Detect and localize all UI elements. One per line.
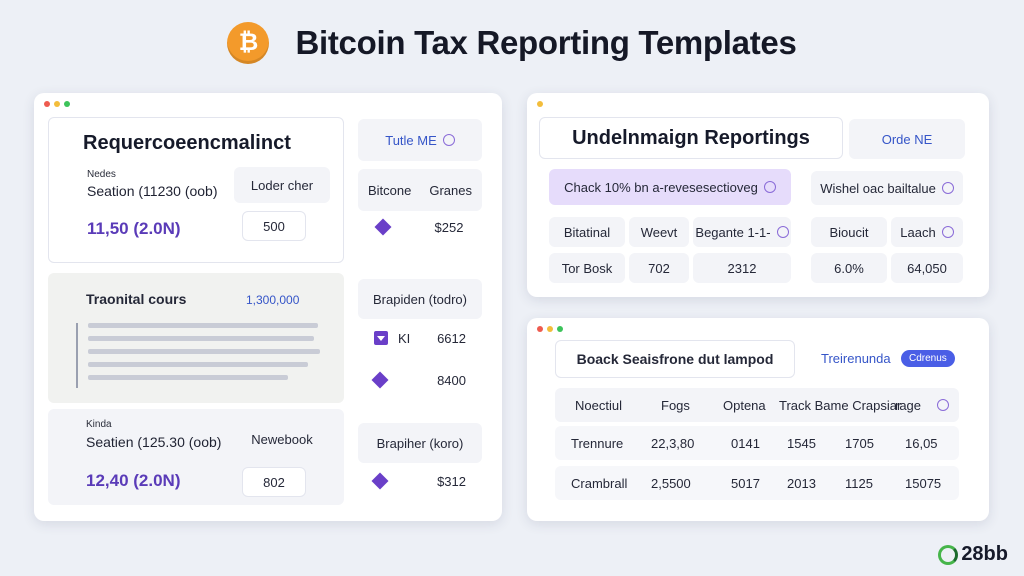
status-badge[interactable]: Cdrenus [901, 350, 955, 367]
header-cell-0: Bitatinal [549, 217, 625, 247]
minimize-dot[interactable] [54, 101, 60, 107]
middle-panel: Traonital cours 1,300,000 [48, 273, 344, 403]
tab-tutle-me[interactable]: Tutle ME [358, 119, 482, 161]
bitcone-row: Bitcone Granes [358, 169, 482, 211]
row-cell-3: 6.0% [811, 253, 887, 283]
info-icon [941, 182, 954, 194]
loader-label-cell: Loder cher [234, 167, 330, 203]
tab-treirenunda[interactable]: Treirenunda [821, 350, 891, 366]
header-cell-3: Bioucit [811, 217, 887, 247]
newbook-value-input[interactable]: 802 [242, 467, 306, 497]
brand-mark-icon [938, 544, 959, 565]
section-label: Seation (11230 (oob) [87, 183, 218, 199]
table-row[interactable]: Crambrall 2,5500 5017 2013 1125 15075 [555, 466, 959, 500]
row-cell-0: Tor Bosk [549, 253, 625, 283]
tab-orde-ne[interactable]: Orde NE [849, 119, 965, 159]
panel-title: Requercoeencmalinct [83, 132, 291, 154]
row-cell-2: 2312 [693, 253, 791, 283]
check-row[interactable]: Chack 10% bn a-revesesectioveg [549, 169, 791, 205]
check-icon [763, 181, 776, 193]
window-controls [537, 326, 563, 332]
bitcoin-logo-icon: ₿ [227, 22, 270, 64]
brapiden-cell[interactable]: Brapiden (todro) [358, 279, 482, 319]
header-cell-4: Laach [891, 217, 963, 247]
top-right-window: Undelnmaign Reportings Orde NE Chack 10%… [527, 93, 989, 297]
title-box: Boack Seaisfrone dut lampod [555, 340, 795, 378]
newbook-label-cell: Newebook [234, 421, 330, 457]
page-header: ₿ Bitcoin Tax Reporting Templates [0, 18, 1024, 68]
header-cell-1: Weevt [629, 217, 689, 247]
sort-icon[interactable] [941, 226, 954, 238]
minimize-dot[interactable] [547, 326, 553, 332]
close-dot[interactable] [537, 326, 543, 332]
maximize-dot[interactable] [64, 101, 70, 107]
tab-icon [442, 134, 455, 146]
minimize-dot[interactable] [537, 101, 543, 107]
row-cell-1: 702 [629, 253, 689, 283]
section-label: Seatien (125.30 (oob) [86, 434, 222, 450]
middle-amount: 1,300,000 [246, 293, 300, 307]
bottom-right-window: Boack Seaisfrone dut lampod Treirenunda … [527, 318, 989, 521]
window-title: Undelnmaign Reportings [572, 126, 810, 149]
ki-row: KI 6612 [358, 319, 482, 357]
value-row: $252 [358, 207, 482, 247]
title-box: Undelnmaign Reportings [539, 117, 843, 159]
loader-value-input[interactable]: 500 [242, 211, 306, 241]
dropdown-icon[interactable] [374, 331, 388, 345]
small-label: Kinda [86, 419, 112, 430]
window-controls [537, 101, 543, 107]
table-row[interactable]: Trennure 22,3,80 0141 1545 1705 16,05 [555, 426, 959, 460]
r3-row: 8400 [358, 361, 482, 399]
header-cell-2: Begante 1-1- [693, 217, 791, 247]
window-title: Boack Seaisfrone dut lampod [576, 351, 774, 367]
sort-icon[interactable] [937, 399, 949, 411]
section-values: 11,50 (2.0N) [87, 219, 181, 238]
maximize-dot[interactable] [557, 326, 563, 332]
wishel-row[interactable]: Wishel oac bailtalue [811, 171, 963, 205]
section-values: 12,40 (2.0N) [86, 471, 181, 490]
page-title: Bitcoin Tax Reporting Templates [295, 24, 797, 61]
small-label: Nedes [87, 169, 116, 180]
left-window: Requercoeencmalinct Nedes Seation (11230… [34, 93, 502, 521]
middle-title: Traonital cours [86, 291, 187, 307]
close-dot[interactable] [44, 101, 50, 107]
row-cell-4: 64,050 [891, 253, 963, 283]
diamond-icon [371, 371, 389, 389]
paragraph-block [76, 323, 320, 388]
brapiher-cell[interactable]: Brapiher (koro) [358, 423, 482, 463]
brand-logo: 28bb [938, 543, 1008, 566]
table-header: Noectiul Fogs Optena Track Bame Crapsiar… [555, 388, 959, 422]
window-controls [44, 101, 70, 107]
diamond-icon [371, 472, 389, 490]
diamond-icon [374, 218, 392, 236]
brapiher-value-row: $312 [358, 463, 482, 499]
sort-icon[interactable] [776, 226, 789, 238]
